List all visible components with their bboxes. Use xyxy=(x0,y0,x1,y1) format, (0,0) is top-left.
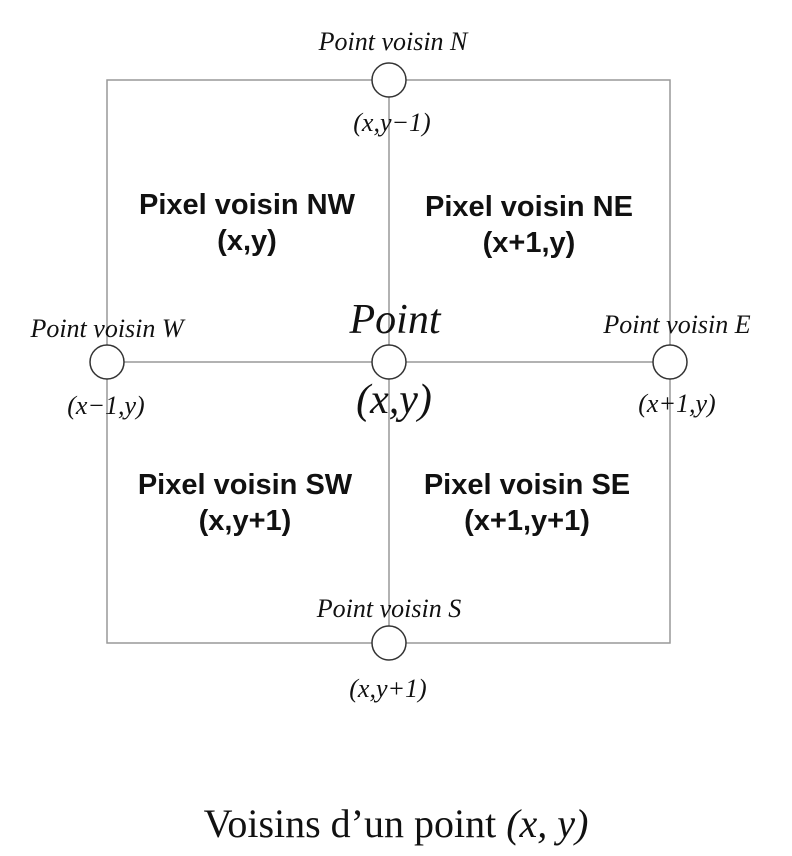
caption-text: Voisins d’un point xyxy=(203,801,497,846)
point-e-label: Point voisin E xyxy=(602,310,750,339)
pixel-se-label: Pixel voisin SE xyxy=(424,469,630,501)
pixel-sw-coord: (x,y+1) xyxy=(199,505,292,537)
point-w-circle xyxy=(89,344,125,380)
point-s-circle xyxy=(371,625,407,661)
neighbors-diagram: Point voisin N (x,y−1) Point voisin W (x… xyxy=(29,27,750,703)
point-n-label: Point voisin N xyxy=(318,27,469,56)
pixel-nw-label: Pixel voisin NW xyxy=(139,189,356,221)
point-n-circle xyxy=(371,62,407,98)
figure-caption: Voisins d’un point (x, y) xyxy=(0,800,792,847)
pixel-se-coord: (x+1,y+1) xyxy=(464,505,590,537)
caption-math: (x, y) xyxy=(506,801,589,846)
point-e-circle xyxy=(652,344,688,380)
point-s-coord: (x,y+1) xyxy=(349,674,426,703)
point-w-label: Point voisin W xyxy=(29,314,185,343)
point-center-label: Point xyxy=(349,297,442,343)
point-s-label: Point voisin S xyxy=(316,594,461,623)
pixel-sw-label: Pixel voisin SW xyxy=(138,469,353,501)
point-w-coord: (x−1,y) xyxy=(67,391,144,420)
point-center-circle xyxy=(371,344,407,380)
pixel-ne-label: Pixel voisin NE xyxy=(425,191,633,223)
pixel-ne-coord: (x+1,y) xyxy=(483,227,576,259)
point-n-coord: (x,y−1) xyxy=(353,108,430,137)
point-center-coord: (x,y) xyxy=(356,377,432,423)
point-e-coord: (x+1,y) xyxy=(638,389,715,418)
pixel-nw-coord: (x,y) xyxy=(217,225,277,257)
